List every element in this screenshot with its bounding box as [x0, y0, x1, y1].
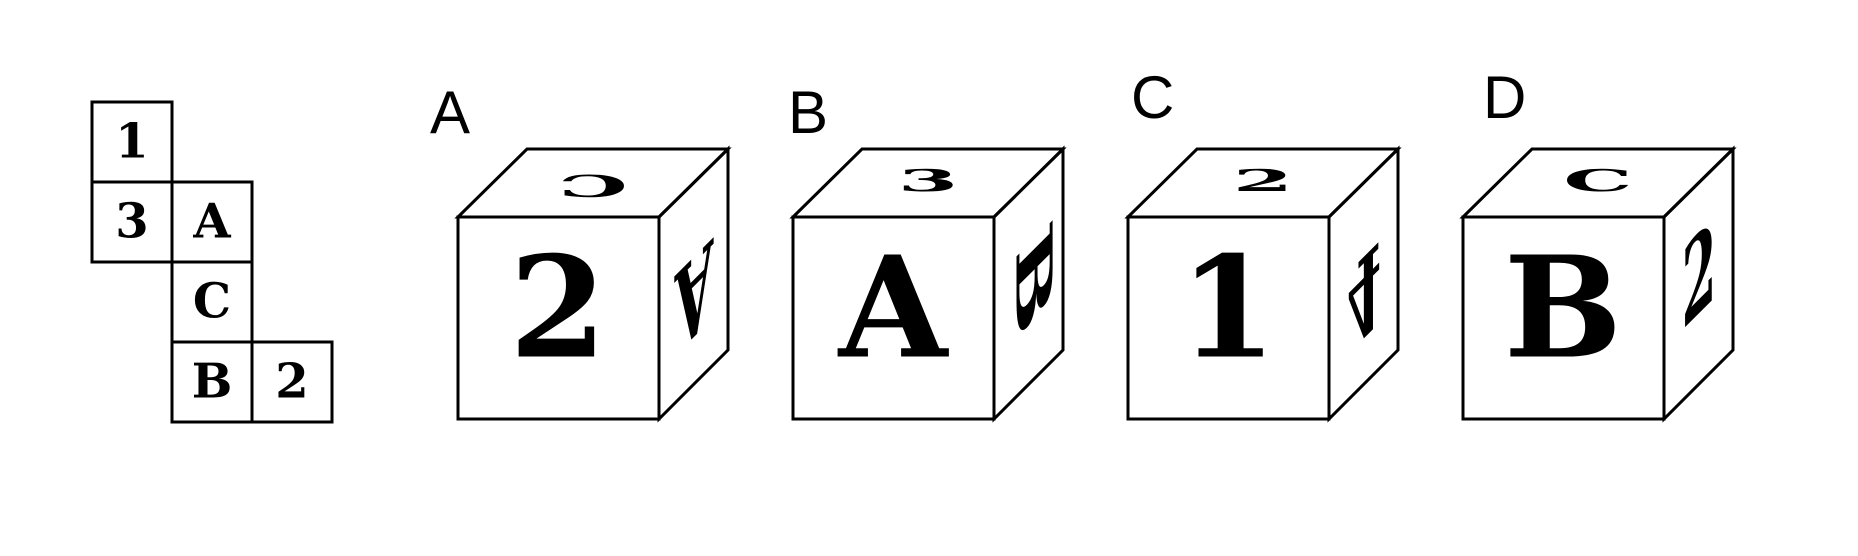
- cube-front-label: B: [1504, 227, 1622, 391]
- cube-front-face: [791, 215, 996, 421]
- net-face-label: B: [192, 354, 233, 410]
- net-face-label: A: [192, 194, 231, 250]
- option-label: D: [1483, 64, 1526, 131]
- net-face-label: 3: [115, 194, 148, 250]
- cube-front-label: A: [837, 227, 950, 391]
- cube-front-face: [456, 215, 661, 421]
- net-cell-6: [250, 340, 334, 424]
- option-label: B: [788, 79, 828, 146]
- option-d: D C B 2: [1459, 64, 1737, 423]
- cube: 2 1 4: [1124, 145, 1402, 423]
- cube-top-label: C: [1563, 163, 1632, 198]
- cube: C B 2: [1459, 145, 1737, 423]
- cube-side-label: 2: [1682, 192, 1716, 356]
- cube-front-label: 1: [1179, 227, 1276, 391]
- net-face-label: 2: [275, 354, 308, 410]
- cube: 3 A B: [789, 145, 1067, 423]
- option-a: A C 2 A: [430, 79, 732, 423]
- cube-side-label: A: [674, 211, 714, 381]
- cube-front-face: [1126, 215, 1331, 421]
- cube: C 2 A: [454, 145, 732, 423]
- cube-net: 1 3 A C B 2: [90, 100, 334, 424]
- option-label: A: [430, 79, 470, 146]
- option-c: C 2 1 4: [1124, 64, 1402, 423]
- option-label: C: [1131, 64, 1174, 131]
- cube-top-label: C: [558, 168, 627, 203]
- net-face-label: C: [193, 274, 231, 330]
- cube-top-label: 3: [898, 163, 959, 198]
- cube-front-label: 2: [509, 227, 606, 391]
- cube-side-label: B: [1004, 205, 1063, 356]
- cube-top-label: 2: [1233, 163, 1294, 198]
- option-b: B 3 A B: [788, 79, 1067, 423]
- cube-side-label: 4: [1347, 213, 1381, 377]
- net-face-label: 1: [115, 114, 148, 170]
- cube-front-face: [1461, 215, 1666, 421]
